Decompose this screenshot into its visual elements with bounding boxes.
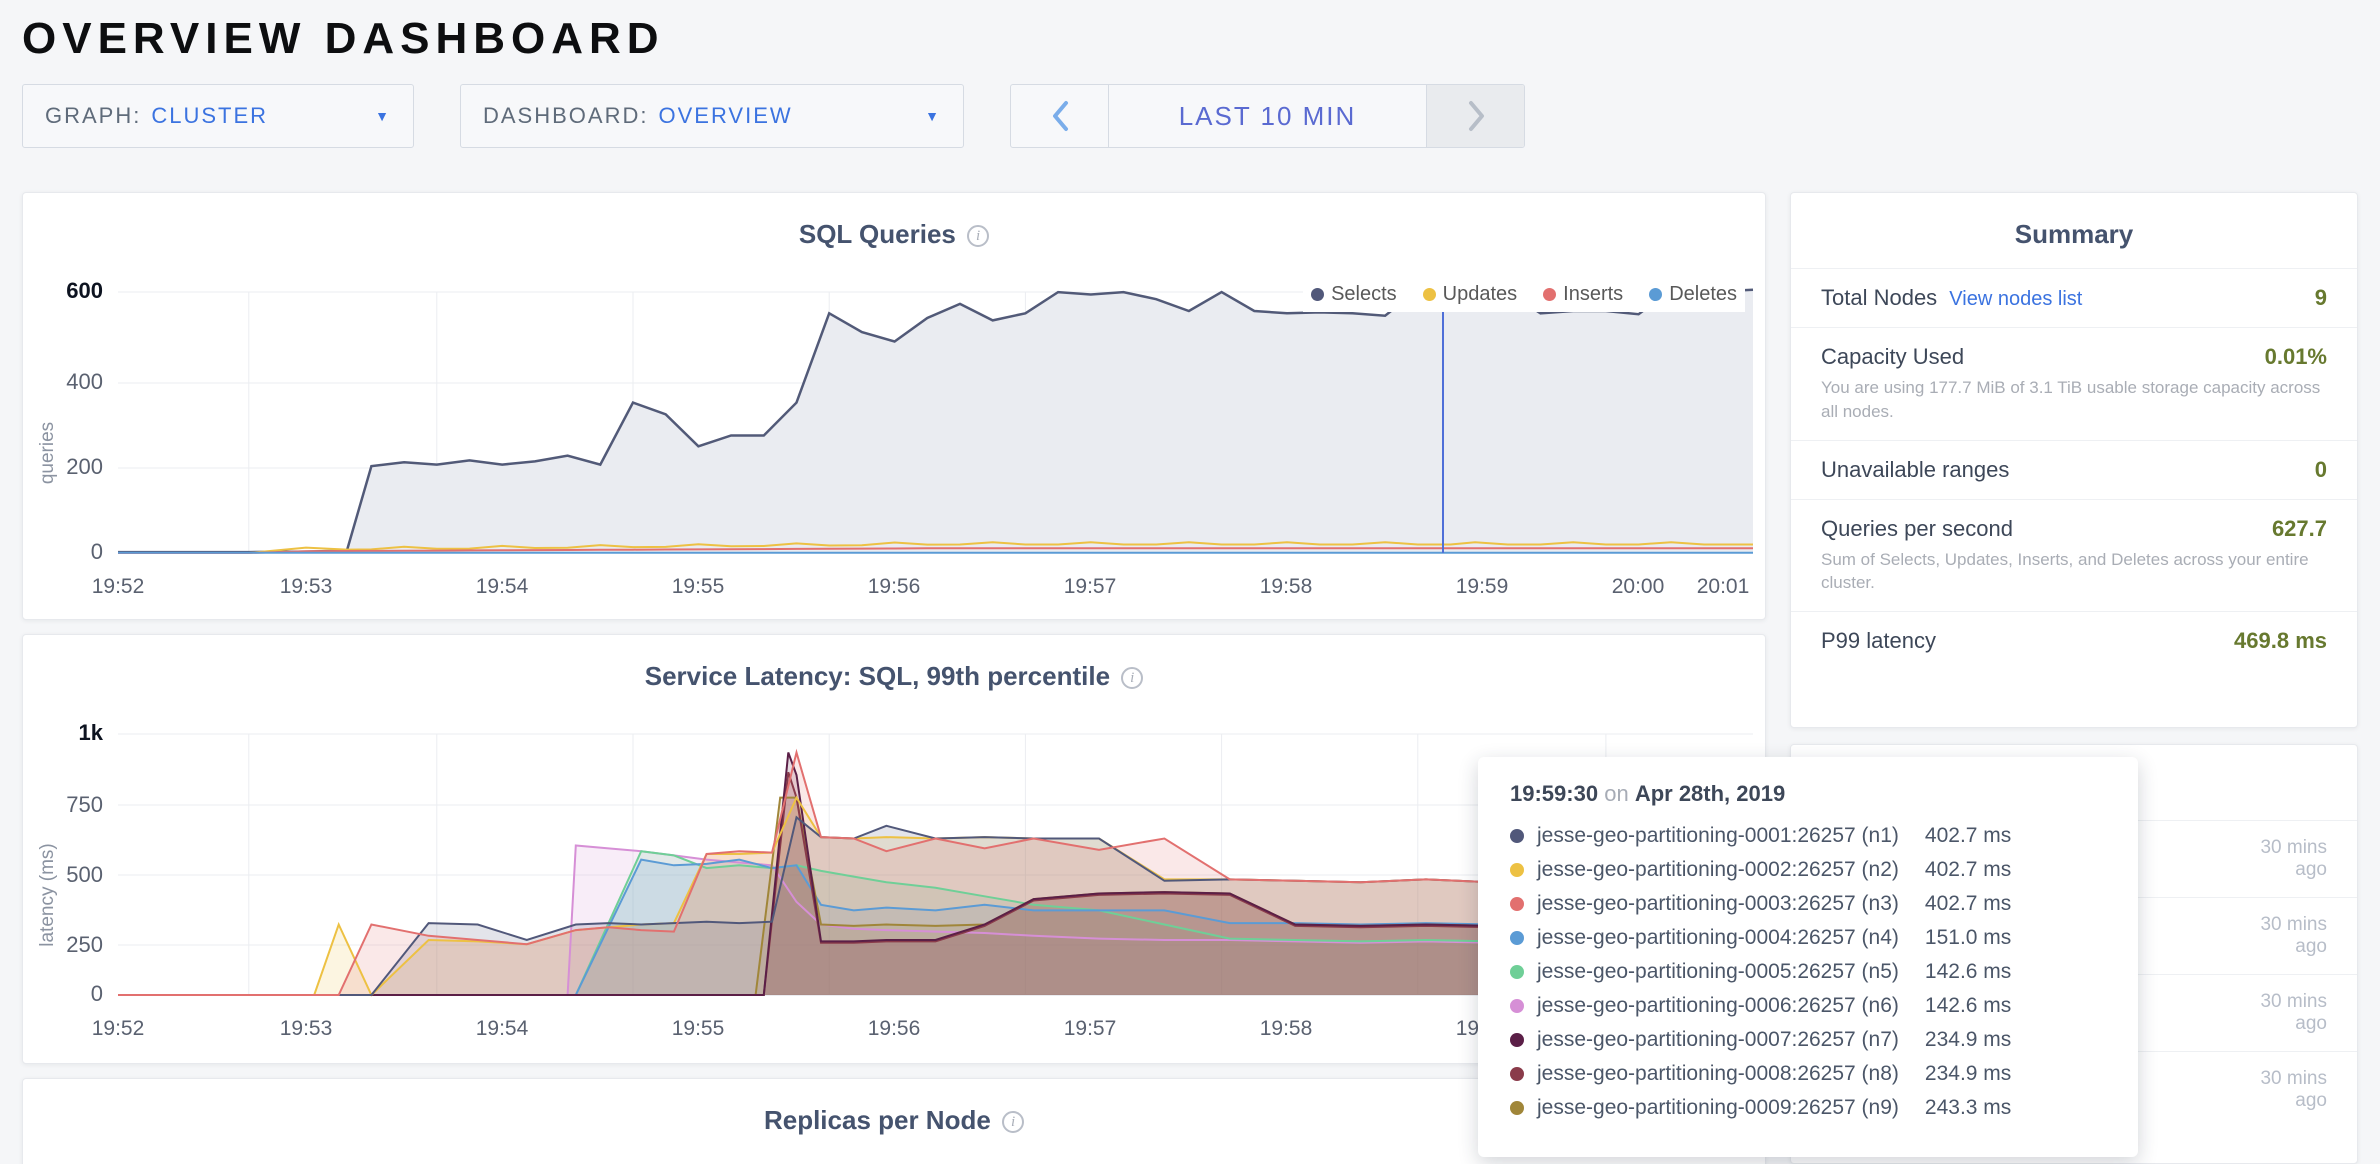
svg-text:400: 400: [66, 369, 103, 394]
svg-text:19:56: 19:56: [868, 575, 921, 598]
svg-text:queries: queries: [37, 422, 58, 484]
svg-text:600: 600: [66, 278, 103, 303]
svg-text:19:58: 19:58: [1260, 1017, 1313, 1040]
svg-text:latency (ms): latency (ms): [37, 843, 58, 946]
svg-text:0: 0: [91, 981, 103, 1006]
svg-text:19:54: 19:54: [476, 1017, 529, 1040]
svg-text:750: 750: [66, 792, 103, 817]
svg-text:20:01: 20:01: [1697, 575, 1750, 598]
svg-text:500: 500: [66, 862, 103, 887]
svg-text:19:57: 19:57: [1064, 575, 1117, 598]
svg-text:1k: 1k: [79, 720, 104, 745]
svg-text:19:53: 19:53: [280, 1017, 333, 1040]
svg-text:19:55: 19:55: [672, 1017, 725, 1040]
svg-text:19:52: 19:52: [92, 1017, 145, 1040]
svg-text:20:00: 20:00: [1612, 575, 1665, 598]
svg-text:19:59: 19:59: [1456, 575, 1509, 598]
svg-text:200: 200: [66, 454, 103, 479]
svg-text:19:55: 19:55: [672, 575, 725, 598]
svg-text:19:52: 19:52: [92, 575, 145, 598]
svg-text:19:54: 19:54: [476, 575, 529, 598]
svg-text:250: 250: [66, 932, 103, 957]
svg-text:19:56: 19:56: [868, 1017, 921, 1040]
svg-text:19:57: 19:57: [1064, 1017, 1117, 1040]
svg-text:19:53: 19:53: [280, 575, 333, 598]
svg-text:0: 0: [91, 539, 103, 564]
svg-text:19:58: 19:58: [1260, 575, 1313, 598]
